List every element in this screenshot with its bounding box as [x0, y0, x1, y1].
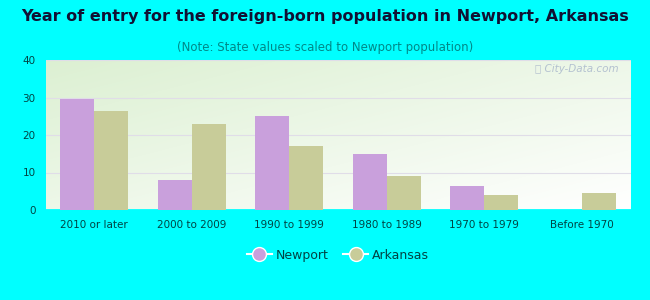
Bar	[353, 154, 387, 210]
Bar	[289, 146, 324, 210]
Bar	[60, 99, 94, 210]
Bar	[192, 124, 226, 210]
Bar	[582, 193, 616, 210]
Text: (Note: State values scaled to Newport population): (Note: State values scaled to Newport po…	[177, 40, 473, 53]
Bar	[484, 195, 519, 210]
Bar	[255, 116, 289, 210]
Text: Year of entry for the foreign-born population in Newport, Arkansas: Year of entry for the foreign-born popul…	[21, 9, 629, 24]
Bar	[94, 111, 129, 210]
Bar	[450, 186, 484, 210]
Bar	[387, 176, 421, 210]
Bar	[157, 180, 192, 210]
Legend: Newport, Arkansas: Newport, Arkansas	[242, 244, 434, 267]
Text: ⓘ City-Data.com: ⓘ City-Data.com	[535, 64, 619, 74]
